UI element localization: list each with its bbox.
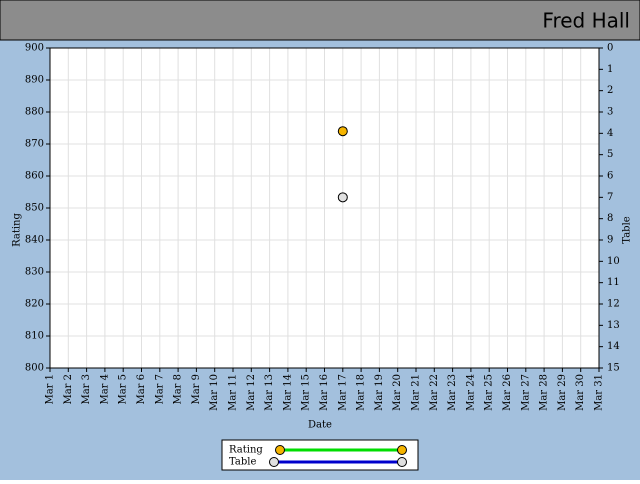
y-tick-label: 880 (25, 107, 44, 118)
y2-tick-label: 7 (607, 192, 613, 203)
x-tick-label: Mar 12 (246, 374, 257, 411)
y-axis-title: Rating (12, 213, 23, 247)
y-tick-label: 870 (25, 139, 44, 150)
point (337, 126, 348, 137)
x-tick-label: Mar 23 (447, 374, 458, 411)
x-tick-label: Mar 25 (484, 374, 495, 411)
y2-tick-label: 10 (607, 256, 620, 267)
legend-marker (269, 457, 279, 467)
y-tick-label: 820 (25, 299, 44, 310)
y2-tick-label: 9 (607, 235, 613, 246)
y-tick-label: 800 (25, 363, 44, 374)
y2-axis-title: Table (622, 216, 633, 243)
x-tick-label: Mar 11 (228, 374, 239, 411)
legend-marker (397, 457, 407, 467)
legend (221, 439, 419, 471)
y-tick-label: 810 (25, 331, 44, 342)
y2-tick-label: 14 (607, 341, 620, 352)
y-tick-label: 890 (25, 75, 44, 86)
header-bar (0, 0, 640, 41)
y2-tick-label: 15 (607, 363, 620, 374)
point (337, 192, 348, 203)
legend-label: Rating (229, 445, 263, 456)
x-tick-label: Mar 26 (502, 374, 513, 411)
y2-tick-label: 0 (607, 43, 613, 54)
x-axis-title: Date (308, 420, 332, 431)
y-tick-label: 830 (25, 267, 44, 278)
x-tick-label: Mar 10 (209, 374, 220, 411)
x-tick-label: Mar 31 (594, 374, 605, 411)
x-tick-label: Mar 7 (154, 374, 165, 405)
x-tick-label: Mar 29 (557, 374, 568, 411)
x-tick-label: Mar 8 (173, 374, 184, 405)
x-tick-label: Mar 21 (411, 374, 422, 411)
y2-tick-label: 4 (607, 128, 613, 139)
y2-tick-label: 3 (607, 107, 613, 118)
x-tick-label: Mar 4 (99, 374, 110, 405)
y2-tick-label: 12 (607, 299, 620, 310)
x-tick-label: Mar 2 (63, 374, 74, 405)
x-tick-label: Mar 27 (520, 374, 531, 411)
y2-tick-label: 5 (607, 149, 613, 160)
x-tick-label: Mar 15 (301, 374, 312, 411)
x-tick-label: Mar 13 (264, 374, 275, 411)
x-tick-label: Mar 6 (136, 374, 147, 405)
legend-marker (397, 445, 407, 455)
x-tick-label: Mar 24 (465, 374, 476, 411)
x-tick-label: Mar 17 (337, 374, 348, 411)
x-tick-label: Mar 3 (81, 374, 92, 405)
y-tick-label: 840 (25, 235, 44, 246)
y2-tick-label: 6 (607, 171, 613, 182)
x-tick-label: Mar 14 (282, 374, 293, 411)
legend-marker (275, 445, 285, 455)
y-tick-label: 850 (25, 203, 44, 214)
x-tick-label: Mar 18 (356, 374, 367, 411)
x-tick-label: Mar 9 (191, 374, 202, 405)
y-tick-label: 860 (25, 171, 44, 182)
x-tick-label: Mar 30 (575, 374, 586, 411)
y2-tick-label: 13 (607, 320, 620, 331)
y2-tick-label: 11 (607, 277, 620, 288)
x-tick-label: Mar 22 (429, 374, 440, 411)
x-tick-label: Mar 28 (539, 374, 550, 411)
x-tick-label: Mar 5 (118, 374, 129, 405)
y2-tick-label: 2 (607, 85, 613, 96)
x-tick-label: Mar 20 (392, 374, 403, 411)
y2-tick-label: 8 (607, 213, 613, 224)
y-tick-label: 900 (25, 43, 44, 54)
x-tick-label: Mar 1 (45, 374, 56, 405)
x-tick-label: Mar 19 (374, 374, 385, 411)
header-title: Fred Hall (542, 9, 630, 33)
y2-tick-label: 1 (607, 64, 613, 75)
legend-label: Table (229, 457, 256, 468)
x-tick-label: Mar 16 (319, 374, 330, 411)
